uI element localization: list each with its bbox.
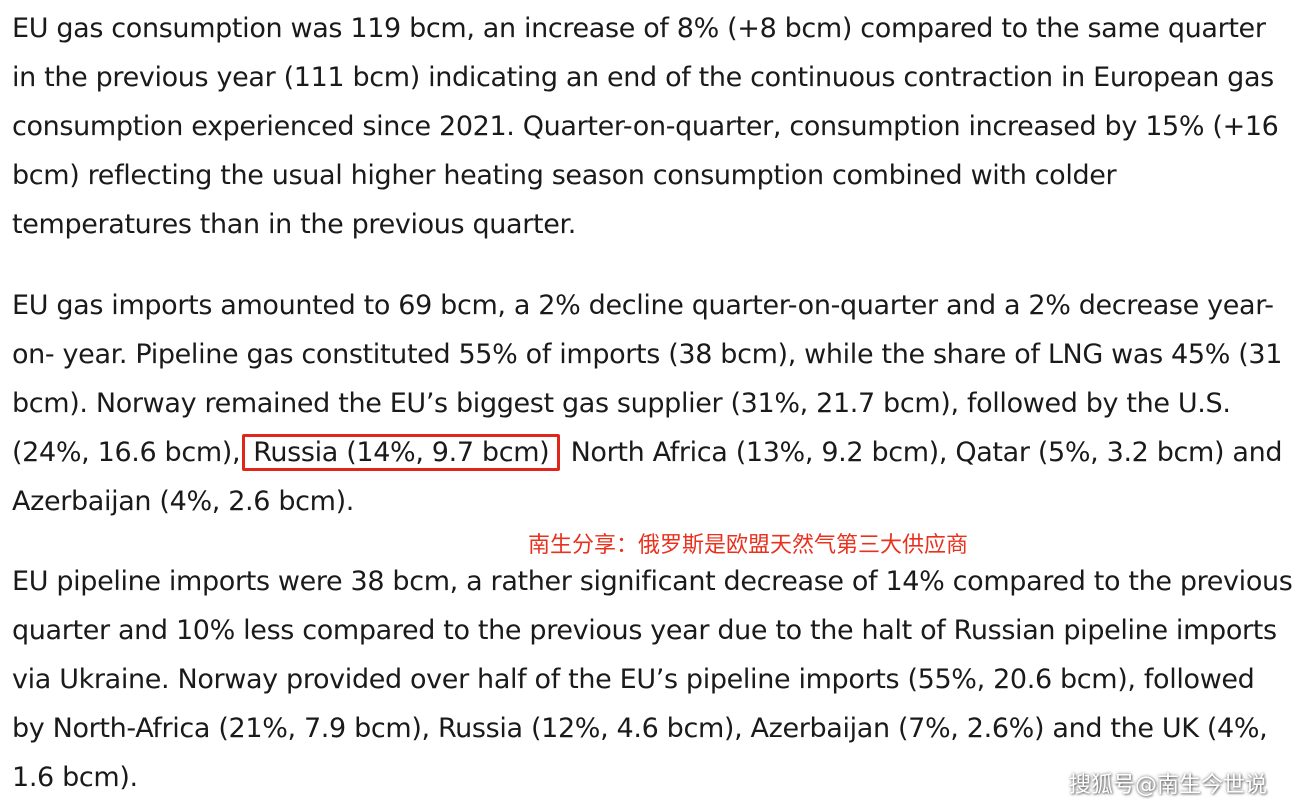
paragraph-pipeline: EU pipeline imports were 38 bcm, a rathe… — [12, 557, 1294, 802]
annotation-note: 南生分享：俄罗斯是欧盟天然气第三大供应商 — [528, 533, 969, 558]
imports-text-after: North Africa (13%, 9.2 bcm), Qatar (5%, … — [12, 437, 1283, 517]
russia-highlight-box: Russia (14%, 9.7 bcm) — [242, 434, 561, 471]
document-body: EU gas consumption was 119 bcm, an incre… — [12, 4, 1294, 802]
watermark: 搜狐号@南生今世说 — [1068, 773, 1267, 798]
pipeline-text: EU pipeline imports were 38 bcm, a rathe… — [12, 566, 1293, 793]
imports-text-before: EU gas imports amounted to 69 bcm, a 2% … — [12, 290, 1283, 468]
paragraph-consumption: EU gas consumption was 119 bcm, an incre… — [12, 4, 1294, 249]
paragraph-imports: EU gas imports amounted to 69 bcm, a 2% … — [12, 281, 1294, 526]
consumption-text: EU gas consumption was 119 bcm, an incre… — [12, 13, 1279, 240]
